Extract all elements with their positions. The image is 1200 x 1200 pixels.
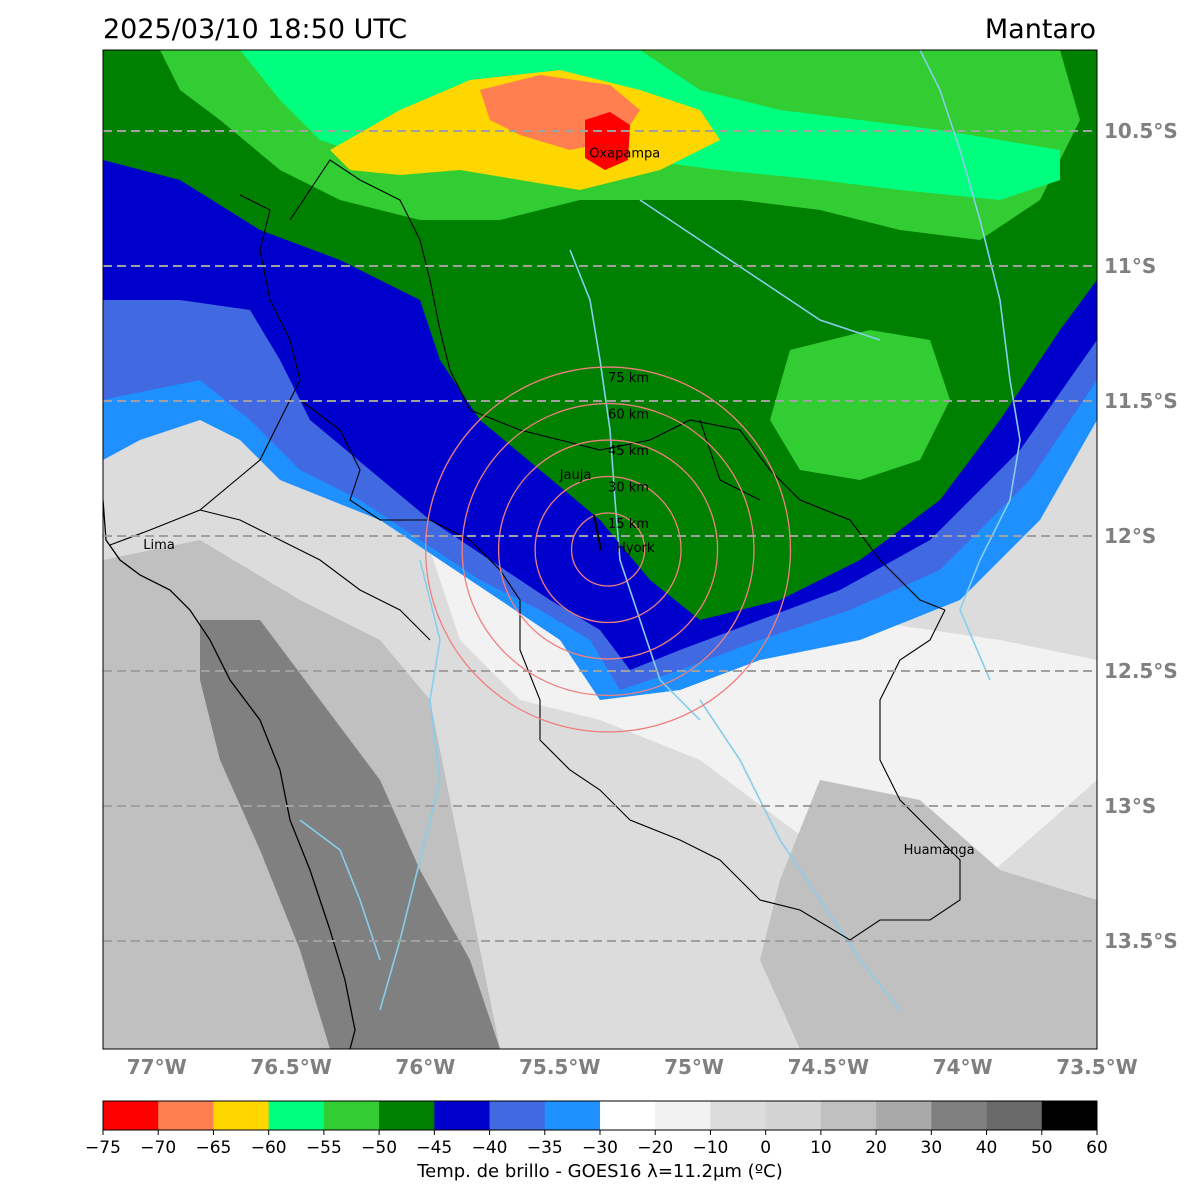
city-jauja: Jauja <box>559 468 592 483</box>
colorbar-bin <box>158 1101 214 1130</box>
colorbar-tick-label: −75 <box>85 1138 121 1158</box>
colorbar-bin <box>765 1101 822 1130</box>
colorbar-bin <box>931 1101 988 1130</box>
cloud-core-red <box>585 112 630 170</box>
radar-ring-label: 45 km <box>608 444 649 459</box>
admin-boundaries <box>109 159 961 941</box>
map-frame <box>102 49 1098 1050</box>
lon-label: 75°W <box>664 1055 724 1079</box>
lat-label: 13°S <box>1104 794 1156 818</box>
lon-label: 74.5°W <box>788 1055 869 1079</box>
colorbar-tick-label: −70 <box>140 1138 176 1158</box>
colorbar-tick-label: −35 <box>527 1138 563 1158</box>
lat-label: 10.5°S <box>1104 119 1178 143</box>
colorbar-bin <box>876 1101 932 1130</box>
radar-ring-45km <box>497 439 719 660</box>
colorbar-bin <box>323 1101 380 1130</box>
coastline <box>103 499 356 1049</box>
south-mountain-zone <box>760 780 1097 1049</box>
cloud-patch-center-green <box>450 300 700 460</box>
region-title: Mantaro <box>984 14 1096 45</box>
radar-ring-label: 75 km <box>608 371 649 386</box>
colorbar-tick-label: −10 <box>692 1138 728 1158</box>
colorbar-tick-label: −40 <box>472 1138 508 1158</box>
colorbar-tick-label: 20 <box>865 1138 887 1158</box>
colorbar-tick-label: −65 <box>195 1138 231 1158</box>
lat-label: 11°S <box>1104 254 1156 278</box>
colorbar-bin <box>600 1101 656 1130</box>
lon-label: 74°W <box>933 1055 993 1079</box>
latitude-gridlines <box>103 130 1097 942</box>
radar-ring-75km <box>424 366 792 733</box>
colorbar <box>102 1100 1098 1131</box>
lat-label: 12°S <box>1104 524 1156 548</box>
timestamp-title: 2025/03/10 18:50 UTC <box>103 14 408 45</box>
colorbar-tick-label: 10 <box>810 1138 832 1158</box>
radar-ring-label: 30 km <box>608 481 649 496</box>
lat-label: 13.5°S <box>1104 929 1178 953</box>
radar-beam <box>593 514 602 551</box>
radar-ring-30km <box>534 475 682 624</box>
city-oxapampa: Oxapampa <box>589 147 660 162</box>
radar-ring-60km <box>461 402 755 697</box>
colorbar-bin <box>986 1101 1043 1130</box>
city-hyork: Hyork <box>616 541 655 556</box>
colorbar-bin <box>710 1101 767 1130</box>
longitude-axis: 77°W 76.5°W 76°W 75.5°W 75°W 74.5°W 74°W 73.5°W <box>127 1055 1138 1079</box>
colorbar-bin <box>655 1101 711 1130</box>
lon-label: 75.5°W <box>519 1055 600 1079</box>
colorbar-tick-label: −45 <box>416 1138 452 1158</box>
lat-label: 12.5°S <box>1104 659 1178 683</box>
colorbar-bin <box>1041 1101 1098 1130</box>
radar-ring-15km <box>570 512 646 587</box>
colorbar-bin <box>820 1101 877 1130</box>
colorbar-bin <box>379 1101 435 1130</box>
colorbar-bin <box>213 1101 270 1130</box>
colorbar-bin <box>489 1101 546 1130</box>
colorbar-tick-label: 0 <box>760 1138 771 1158</box>
colorbar-tick-label: 50 <box>1031 1138 1053 1158</box>
radar-ring-label: 15 km <box>608 517 649 532</box>
colorbar-tick-label: 40 <box>976 1138 998 1158</box>
lat-label: 11.5°S <box>1104 389 1178 413</box>
colorbar-ticks: −75 −70 −65 −60 −55 −50 −45 −40 −35 −30 −20 −10 0 10 2… <box>85 1130 1108 1158</box>
colorbar-tick-label: −55 <box>306 1138 342 1158</box>
lon-label: 77°W <box>127 1055 187 1079</box>
colorbar-tick-label: −30 <box>582 1138 618 1158</box>
latitude-axis: 10.5°S 11°S 11.5°S 12°S 12.5°S 13°S 13.5°S <box>1104 119 1178 953</box>
lon-label: 76°W <box>395 1055 455 1079</box>
colorbar-tick-label: −60 <box>251 1138 287 1158</box>
colorbar-bin <box>544 1101 601 1130</box>
cloud-patch-east-lime <box>770 330 950 480</box>
colorbar-bin <box>434 1101 491 1130</box>
colorbar-bin <box>103 1101 159 1130</box>
colorbar-tick-label: −20 <box>637 1138 673 1158</box>
radar-ring-label: 60 km <box>608 408 649 423</box>
colorbar-bin <box>268 1101 325 1130</box>
city-lima: Lima <box>143 538 174 553</box>
colorbar-tick-label: −50 <box>361 1138 397 1158</box>
lon-label: 73.5°W <box>1056 1055 1137 1079</box>
city-huamanga: Huamanga <box>904 843 975 858</box>
colorbar-tick-label: 60 <box>1086 1138 1108 1158</box>
radar-rings: 15 km 30 km 45 km 60 km 75 km <box>424 366 792 733</box>
city-labels: Oxapampa Jauja Lima Hyork Huamanga <box>143 147 974 859</box>
lon-label: 76.5°W <box>250 1055 331 1079</box>
colorbar-label: Temp. de brillo - GOES16 λ=11.2μm (ºC) <box>417 1161 783 1182</box>
colorbar-tick-label: 30 <box>921 1138 943 1158</box>
